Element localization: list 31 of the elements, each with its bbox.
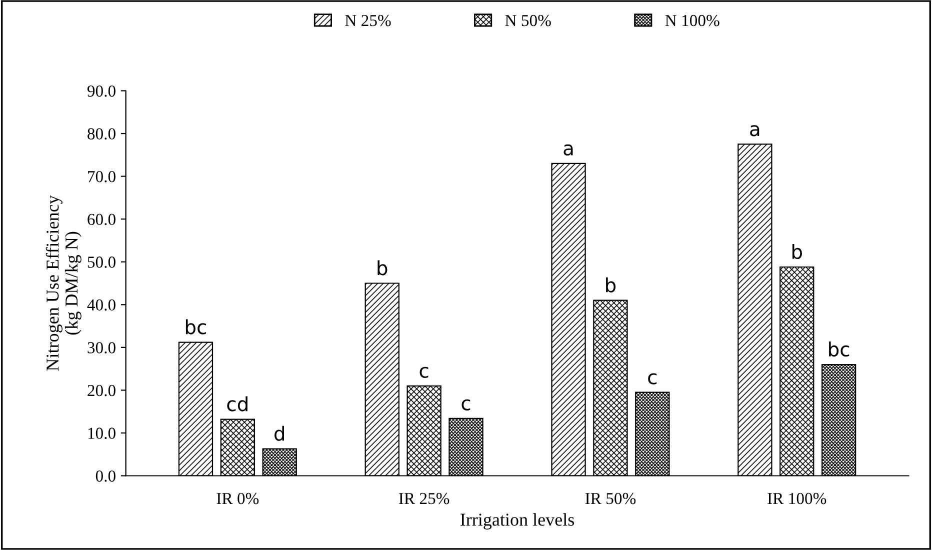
y-tick-label: 70.0	[88, 171, 116, 182]
y-tick-label: 60.0	[88, 214, 116, 226]
annotation: b	[606, 277, 616, 292]
y-tick-label: 80.0	[88, 128, 116, 140]
y-tick-label: 10.0	[88, 428, 116, 439]
y-tick-label: 30.0	[88, 342, 116, 354]
annotation: c	[420, 366, 428, 378]
annotation: bc	[186, 319, 206, 334]
annotation: a	[750, 125, 760, 136]
y-tick-label: 90.0	[87, 85, 116, 97]
x-tick-label: IR 100%	[768, 492, 826, 504]
x-axis-title: Irrigation levels	[460, 513, 574, 530]
y-tick-label: 50.0	[88, 256, 116, 268]
annotation: c	[462, 399, 470, 410]
annotation: b	[378, 260, 388, 276]
y-tick-label: 20.0	[88, 384, 116, 396]
legend-label: N 50%	[505, 14, 551, 26]
annotation: bc	[829, 342, 850, 357]
legend-label: N 100%	[665, 14, 720, 26]
annotation: b	[792, 244, 802, 260]
annotation: d	[274, 426, 284, 441]
y-axis-title: Nitrogen Use Efficiency (kg DM/kg N)	[46, 195, 82, 371]
y-tick-label: 0.0	[96, 470, 116, 482]
annotation: a	[564, 144, 573, 156]
annotation: c	[648, 373, 657, 384]
legend-label: N 25%	[345, 14, 391, 26]
x-tick-label: IR 0%	[216, 492, 259, 504]
x-tick-label: IR 50%	[585, 492, 636, 504]
annotation: cd	[227, 396, 248, 412]
x-tick-label: IR 25%	[398, 492, 450, 504]
y-tick-label: 40.0	[87, 299, 116, 311]
